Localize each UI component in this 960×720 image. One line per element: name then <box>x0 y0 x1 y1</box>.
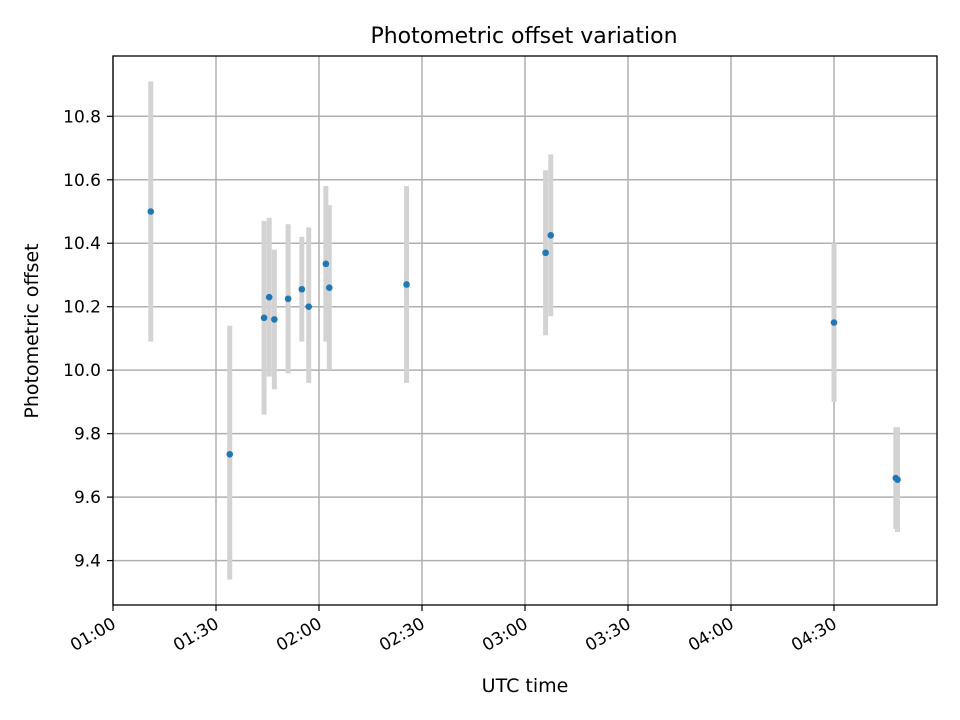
x-tick-label: 03:30 <box>582 614 634 656</box>
data-point <box>260 314 268 322</box>
data-point <box>542 249 549 257</box>
y-tick-label: 10.4 <box>63 234 101 254</box>
x-tick-label: 02:30 <box>376 614 428 656</box>
data-point <box>265 293 273 301</box>
x-axis-ticks: 01:00 01:30 02:00 02:30 03:00 03:30 04:00 04:30 <box>67 605 841 656</box>
x-tick-label: 03:00 <box>479 614 531 656</box>
data-point <box>830 319 838 326</box>
y-tick-label: 9.8 <box>74 425 101 445</box>
data-point <box>326 284 333 291</box>
y-axis-label: Photometric offset <box>21 243 43 418</box>
data-point <box>305 303 313 310</box>
data-point <box>298 285 306 293</box>
x-tick-label: 02:00 <box>273 614 325 656</box>
x-axis-label: UTC time <box>482 675 569 697</box>
data-points <box>147 208 901 483</box>
y-tick-label: 10.6 <box>63 171 101 191</box>
data-point <box>322 260 330 268</box>
y-tick-label: 9.6 <box>74 488 101 508</box>
data-point <box>403 281 410 288</box>
y-tick-label: 10.2 <box>63 298 101 318</box>
y-tick-label: 10.0 <box>63 361 101 381</box>
error-bars <box>148 81 901 580</box>
data-point <box>271 316 278 323</box>
x-tick-label: 01:00 <box>67 614 119 656</box>
data-point <box>284 295 292 303</box>
y-tick-label: 9.4 <box>74 552 101 572</box>
y-tick-label: 10.8 <box>63 107 101 127</box>
data-point <box>147 208 155 215</box>
x-tick-label: 04:30 <box>788 614 840 656</box>
data-point <box>547 231 555 239</box>
x-tick-label: 04:00 <box>685 614 737 656</box>
x-tick-label: 01:30 <box>170 614 222 656</box>
grid <box>112 56 937 605</box>
chart-title: Photometric offset variation <box>370 24 677 49</box>
data-point <box>894 476 901 483</box>
data-point <box>226 450 234 458</box>
y-axis-ticks: 9.4 9.6 9.8 10.0 10.2 10.4 10.6 10.8 <box>63 107 113 572</box>
